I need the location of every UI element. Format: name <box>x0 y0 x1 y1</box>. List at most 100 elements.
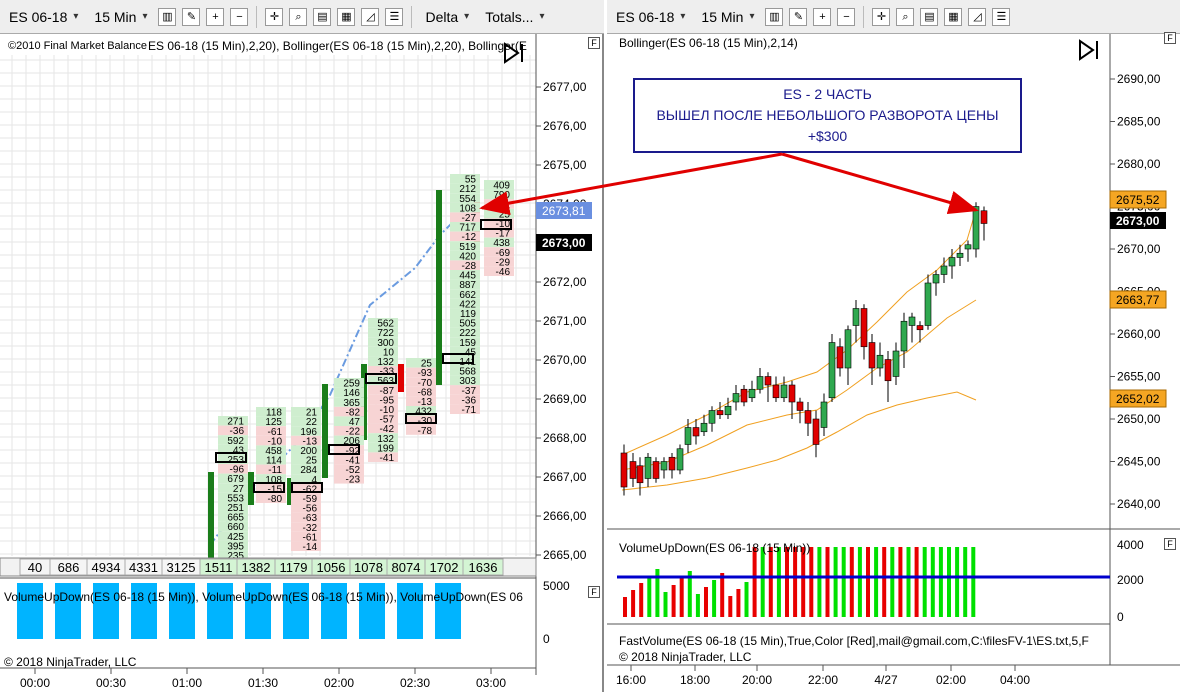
volume-bar <box>752 547 757 617</box>
footprint-cell-value: 438 <box>493 238 510 249</box>
zoom-out-icon[interactable]: − <box>230 7 249 26</box>
candle-body <box>820 401 828 428</box>
panel-flag-icon[interactable]: F <box>588 37 600 49</box>
magnify-icon[interactable]: ⌕ <box>289 7 308 26</box>
bollinger-upper-badge <box>1109 190 1167 209</box>
footprint-cell-value: 55 <box>465 175 477 186</box>
right-toolbar: ES 06-18 15 Min ▥ ✎ + − ✛ ⌕ ▤ ▦ ◿ ☰ <box>607 0 1180 34</box>
instrument-selector[interactable]: ES 06-18 <box>611 5 690 29</box>
properties-icon[interactable]: ☰ <box>992 7 1011 26</box>
footprint-cell <box>406 396 436 406</box>
pencil-icon[interactable]: ✎ <box>789 7 808 26</box>
footprint-cell-value: -22 <box>346 427 361 438</box>
footprint-cell <box>450 375 480 386</box>
zoom-in-icon[interactable]: + <box>813 7 832 26</box>
poc-highlight-box <box>365 373 397 384</box>
footprint-cell-value: 271 <box>227 417 244 428</box>
price-tick-label: 2670,00 <box>1117 242 1161 256</box>
footprint-cell <box>368 385 398 395</box>
volume-bar <box>647 576 652 617</box>
footprint-cell <box>368 433 398 443</box>
footprint-cell <box>484 199 514 209</box>
footprint-cell-value: 118 <box>266 408 282 419</box>
price-badge-blue-text: 2673,81 <box>542 204 586 218</box>
footprint-cell <box>406 415 436 426</box>
footprint-cell-value: 132 <box>377 357 394 368</box>
volume-flag-icon[interactable]: F <box>1164 538 1176 550</box>
totals-cell <box>19 558 51 576</box>
price-tick-label: 2667,00 <box>543 470 587 484</box>
totals-cell <box>274 558 313 576</box>
bar-type-icon[interactable]: ▥ <box>765 7 784 26</box>
properties-icon[interactable]: ☰ <box>385 7 404 26</box>
footprint-cell-value: 253 <box>227 455 244 466</box>
interval-selector[interactable]: 15 Min <box>696 5 759 29</box>
footprint-cell <box>484 237 514 248</box>
volume-bar <box>720 573 725 617</box>
bollinger-lower-badge-text: 2652,02 <box>1116 392 1160 406</box>
footprint-cell-value: -41 <box>346 455 361 466</box>
delta-selector[interactable]: Delta <box>420 5 474 29</box>
interval-selector[interactable]: 15 Min <box>89 5 152 29</box>
totals-selector[interactable]: Totals... <box>480 5 549 29</box>
volume-bar <box>866 547 870 617</box>
totals-cell-value: 4934 <box>92 560 121 575</box>
panel-flag-icon[interactable]: F <box>1164 32 1176 44</box>
instrument-selector[interactable]: ES 06-18 <box>4 5 83 29</box>
footprint-cell-value: -29 <box>496 257 511 268</box>
volume-bar <box>849 547 854 617</box>
chart-style-icon[interactable]: ◿ <box>361 7 380 26</box>
crosshair-icon[interactable]: ✛ <box>265 7 284 26</box>
footprint-cell-value: -63 <box>303 513 318 524</box>
indicators-icon[interactable]: ▤ <box>313 7 332 26</box>
time-tick-label: 16:00 <box>616 673 646 687</box>
footprint-cell <box>450 212 480 222</box>
crosshair-icon[interactable]: ✛ <box>872 7 891 26</box>
footprint-cell-value: -51 <box>496 200 511 211</box>
pencil-icon[interactable]: ✎ <box>182 7 201 26</box>
volume-bar <box>938 547 943 617</box>
zoom-out-icon[interactable]: − <box>837 7 856 26</box>
footprint-cell <box>450 250 480 261</box>
toolbar-separator <box>256 5 258 28</box>
strategies-icon[interactable]: ▦ <box>944 7 963 26</box>
footprint-cell <box>368 337 398 347</box>
totals-cell <box>386 558 426 576</box>
left-toolbar: ES 06-18 15 Min ▥ ✎ + − ✛ ⌕ ▤ ▦ ◿ ☰ Delt… <box>0 0 604 34</box>
bollinger-upper-line <box>621 209 977 456</box>
price-tick-label: 2665,00 <box>1117 285 1161 299</box>
footprint-cell-value: -95 <box>380 395 395 406</box>
totals-cell-value: 4331 <box>129 560 158 575</box>
footprint-cell <box>450 327 480 338</box>
footprint-cell-value: -96 <box>230 465 245 476</box>
footprint-cell <box>450 346 480 357</box>
volume-bar <box>922 547 927 617</box>
left-chart-window: ES 06-18 15 Min ▥ ✎ + − ✛ ⌕ ▤ ▦ ◿ ☰ Delt… <box>0 0 604 692</box>
volume-tick-label: 4000 <box>1117 538 1144 552</box>
magnify-icon[interactable]: ⌕ <box>896 7 915 26</box>
volume-bar <box>874 547 879 617</box>
footprint-cell <box>406 406 436 416</box>
time-tick-label: 03:00 <box>476 676 506 690</box>
footprint-cell-value: 660 <box>227 522 244 533</box>
footprint-cell <box>218 521 248 532</box>
footprint-cell-value: 553 <box>227 493 244 504</box>
footprint-cell-value: -13 <box>418 397 433 408</box>
chart-style-icon[interactable]: ◿ <box>968 7 987 26</box>
footprint-cell <box>256 435 286 446</box>
totals-cell <box>236 558 276 576</box>
footprint-cell-value: 108 <box>459 203 476 214</box>
footprint-cell <box>334 445 364 455</box>
footprint-cell-value: 25 <box>306 456 318 467</box>
candle-body <box>644 456 652 479</box>
footprint-cell <box>368 318 398 328</box>
footprint-cell-value: -10 <box>496 219 511 230</box>
volume-flag-icon[interactable]: F <box>588 586 600 598</box>
zoom-in-icon[interactable]: + <box>206 7 225 26</box>
candle-body <box>924 282 932 326</box>
strategies-icon[interactable]: ▦ <box>337 7 356 26</box>
poc-highlight-box <box>328 444 360 455</box>
bar-type-icon[interactable]: ▥ <box>158 7 177 26</box>
indicators-icon[interactable]: ▤ <box>920 7 939 26</box>
footprint-chart: 2677,00 2676,00 2675,00 2674,00 2673,00 2672,… <box>0 34 592 690</box>
